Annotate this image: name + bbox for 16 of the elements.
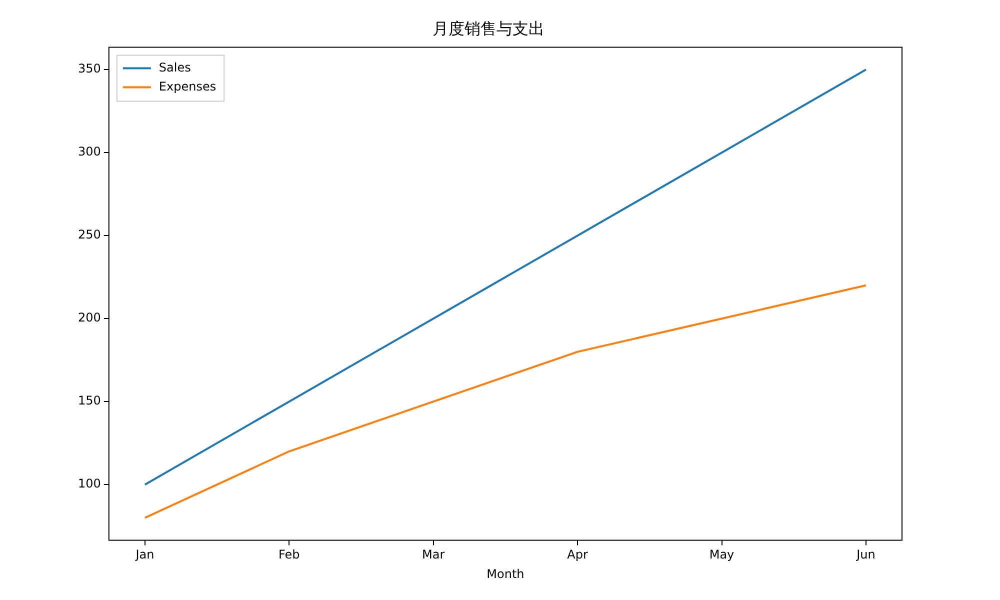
legend-label: Sales	[158, 60, 191, 74]
x-tick-label: Apr	[567, 548, 588, 562]
legend-label: Expenses	[158, 79, 216, 94]
y-tick-label: 200	[78, 310, 101, 325]
y-tick-label: 100	[78, 476, 101, 491]
x-tick-label: Feb	[278, 548, 300, 562]
y-tick-label: 300	[78, 144, 101, 159]
x-tick-label: Jun	[856, 548, 876, 562]
x-tick-label: Jan	[134, 548, 154, 562]
chart-title: 月度销售与支出	[432, 18, 544, 38]
y-tick-label: 150	[78, 394, 101, 408]
x-axis-title: Month	[486, 566, 524, 581]
y-tick-label: 250	[78, 228, 101, 242]
y-tick-label: 350	[78, 62, 101, 76]
x-tick-label: Mar	[422, 548, 445, 562]
x-tick-label: May	[709, 548, 734, 562]
